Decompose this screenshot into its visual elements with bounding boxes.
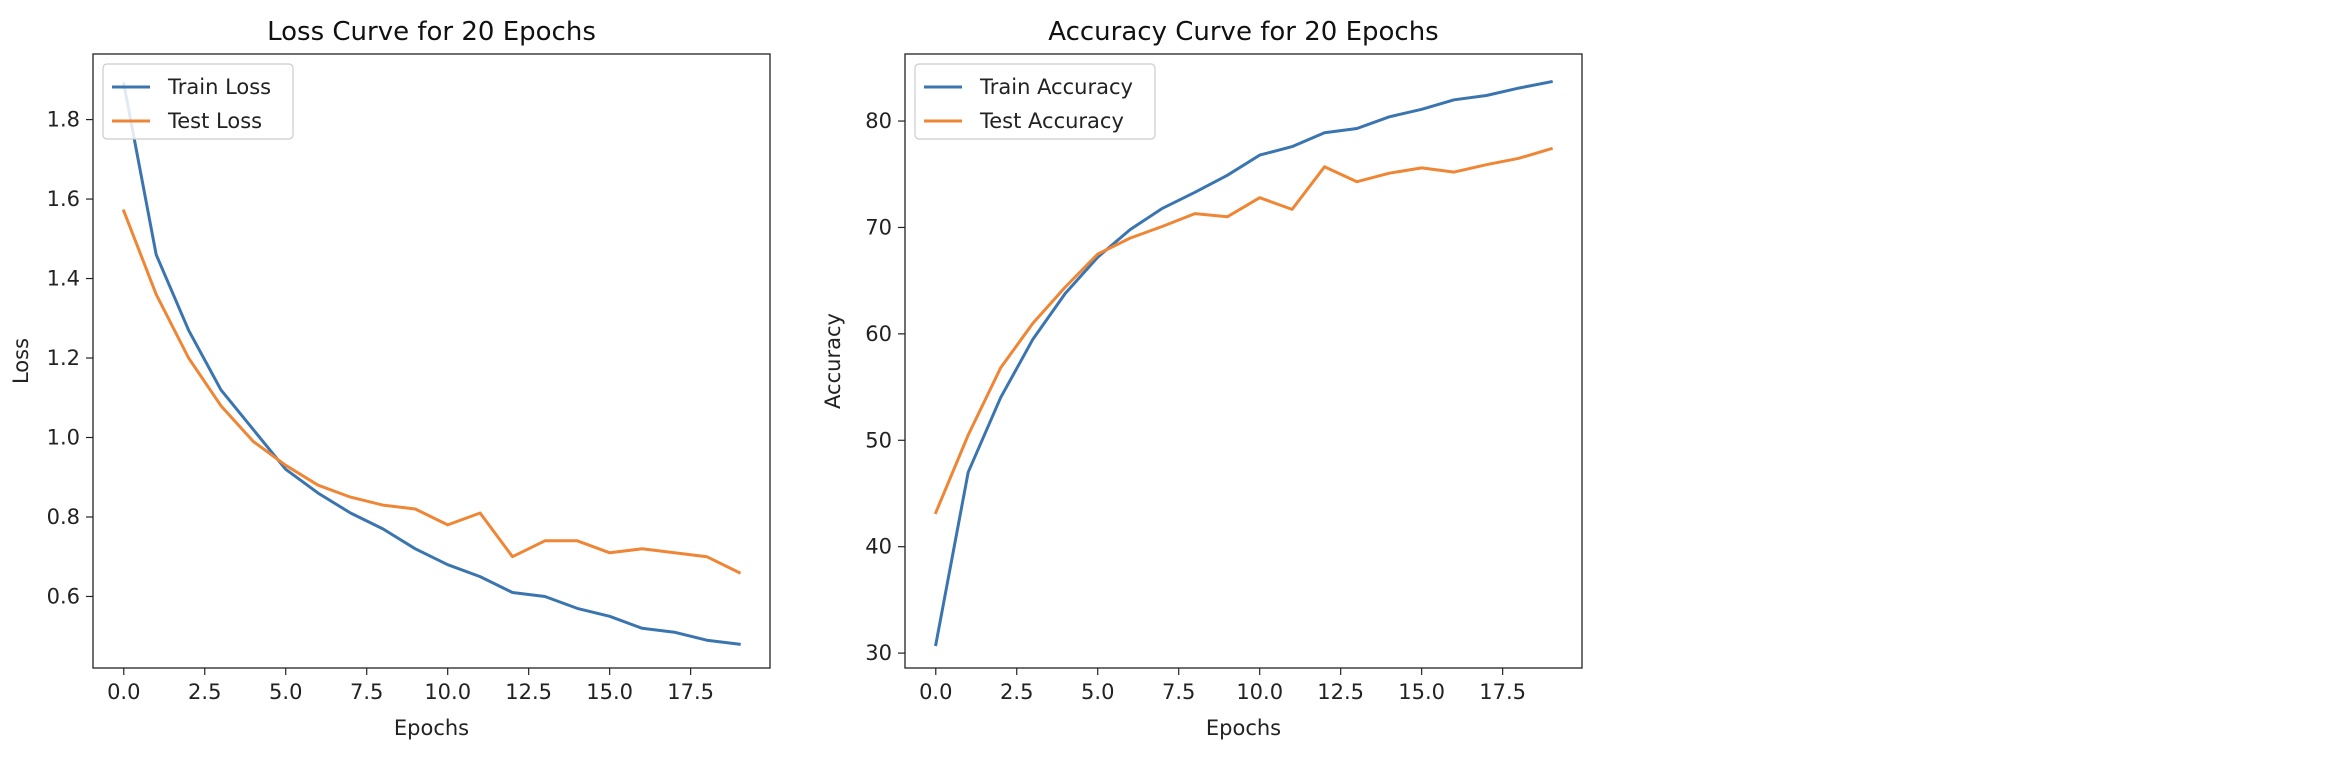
y-axis-label: Accuracy bbox=[821, 313, 845, 409]
x-tick-label: 17.5 bbox=[1479, 680, 1526, 704]
x-tick-label: 0.0 bbox=[107, 680, 140, 704]
y-tick-label: 0.8 bbox=[47, 505, 80, 529]
chart-title: Accuracy Curve for 20 Epochs bbox=[1048, 17, 1438, 47]
chart-accuracy: Accuracy Curve for 20 Epochs 0.0 2.5 5.0 7.5… bbox=[821, 17, 1583, 740]
legend-label: Test Accuracy bbox=[979, 109, 1124, 133]
x-tick-label: 2.5 bbox=[1000, 680, 1033, 704]
y-tick-label: 1.8 bbox=[47, 108, 80, 132]
legend-label: Train Accuracy bbox=[979, 75, 1133, 99]
y-tick-label: 40 bbox=[865, 535, 892, 559]
plot-frame bbox=[904, 53, 1583, 669]
x-tick-label: 7.5 bbox=[350, 680, 383, 704]
x-tick-label: 10.0 bbox=[424, 680, 471, 704]
y-tick-label: 1.2 bbox=[47, 346, 80, 370]
y-tick-label: 80 bbox=[865, 109, 892, 133]
y-tick-label: 70 bbox=[865, 215, 892, 239]
x-tick-label: 12.5 bbox=[505, 680, 552, 704]
x-tick-label: 17.5 bbox=[667, 680, 714, 704]
x-tick-label: 12.5 bbox=[1317, 680, 1364, 704]
x-axis-label: Epochs bbox=[1206, 716, 1281, 740]
chart-loss: Loss Curve for 20 Epochs 0.0 2.5 5.0 7.5 10.0… bbox=[9, 17, 771, 740]
legend: Train Accuracy Test Accuracy bbox=[914, 63, 1156, 140]
y-tick-label: 1.4 bbox=[47, 267, 80, 291]
y-tick-label: 60 bbox=[865, 322, 892, 346]
y-tick-label: 50 bbox=[865, 428, 892, 452]
y-axis-label: Loss bbox=[9, 338, 33, 384]
legend-label: Train Loss bbox=[167, 75, 271, 99]
chart-title: Loss Curve for 20 Epochs bbox=[267, 17, 596, 47]
y-tick-label: 1.0 bbox=[47, 426, 80, 450]
x-tick-label: 15.0 bbox=[1398, 680, 1445, 704]
series-line-test-accuracy bbox=[933, 146, 1554, 515]
legend-box bbox=[102, 63, 294, 140]
series-line-train-accuracy bbox=[934, 79, 1553, 647]
legend: Train Loss Test Loss bbox=[102, 63, 294, 140]
series-line-train-loss bbox=[122, 82, 741, 646]
y-tick-label: 30 bbox=[865, 641, 892, 665]
legend-label: Test Loss bbox=[167, 109, 262, 133]
legend-box bbox=[914, 63, 1156, 140]
y-tick-label: 0.6 bbox=[47, 584, 80, 608]
x-tick-label: 5.0 bbox=[1081, 680, 1114, 704]
x-tick-label: 10.0 bbox=[1236, 680, 1283, 704]
x-tick-label: 5.0 bbox=[269, 680, 302, 704]
y-tick-label: 1.6 bbox=[47, 187, 80, 211]
x-tick-label: 2.5 bbox=[188, 680, 221, 704]
series-line-test-loss bbox=[121, 209, 742, 575]
x-tick-label: 15.0 bbox=[586, 680, 633, 704]
x-tick-label: 7.5 bbox=[1162, 680, 1195, 704]
x-tick-label: 0.0 bbox=[919, 680, 952, 704]
plot-frame bbox=[92, 53, 771, 669]
x-axis-label: Epochs bbox=[394, 716, 469, 740]
